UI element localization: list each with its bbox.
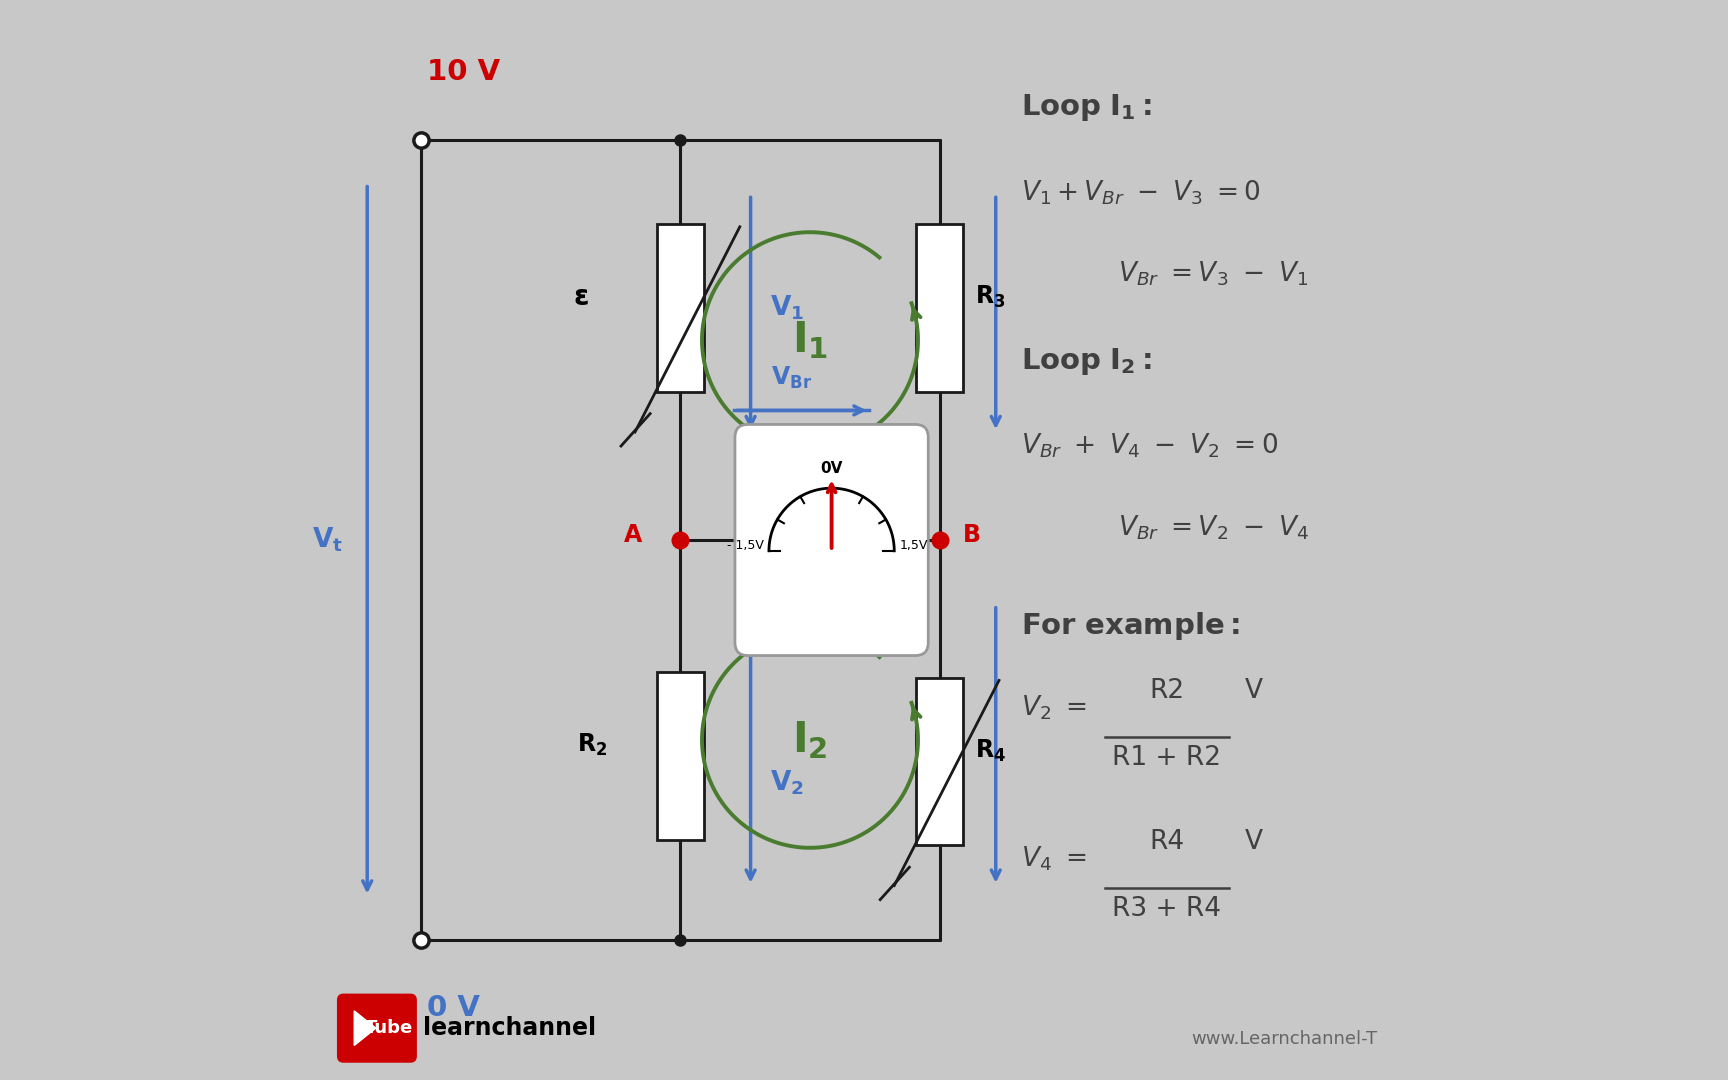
Text: B: B <box>964 523 982 546</box>
Text: R1 + R2: R1 + R2 <box>1113 745 1222 771</box>
Text: www.Learnchannel-T: www.Learnchannel-T <box>1191 1030 1377 1048</box>
Text: $\mathbf{R_2}$: $\mathbf{R_2}$ <box>577 732 607 758</box>
Text: $\mathbf{R_4}$: $\mathbf{R_4}$ <box>975 738 1006 764</box>
Text: $\mathbf{V_1}$: $\mathbf{V_1}$ <box>771 294 804 322</box>
Text: R4: R4 <box>1149 829 1184 855</box>
Text: 1,5V: 1,5V <box>900 539 928 552</box>
Bar <box>916 678 962 845</box>
Text: $\mathbf{Loop\ I_2:}$: $\mathbf{Loop\ I_2:}$ <box>1021 346 1151 377</box>
Bar <box>657 672 705 840</box>
Text: $\mathbf{V_{Br}}$: $\mathbf{V_{Br}}$ <box>771 365 812 391</box>
Text: $\mathbf{I_1}$: $\mathbf{I_1}$ <box>791 320 828 361</box>
Text: Tube: Tube <box>365 1020 413 1037</box>
Bar <box>657 224 705 391</box>
Bar <box>916 224 962 391</box>
Text: $V_1 + V_{Br}\ -\ V_3\ = 0$: $V_1 + V_{Br}\ -\ V_3\ = 0$ <box>1021 178 1260 206</box>
Text: V: V <box>1246 678 1263 704</box>
FancyBboxPatch shape <box>337 994 416 1063</box>
Text: $\mathbf{V_2}$: $\mathbf{V_2}$ <box>771 769 804 797</box>
Text: V: V <box>1246 829 1263 855</box>
Text: 0 V: 0 V <box>427 994 479 1022</box>
Text: $V_{Br}\ +\ V_4\ -\ V_2\ = 0$: $V_{Br}\ +\ V_4\ -\ V_2\ = 0$ <box>1021 432 1277 460</box>
Text: A: A <box>624 523 643 546</box>
Text: $\mathbf{V_t}$: $\mathbf{V_t}$ <box>313 526 344 554</box>
Text: $V_4\ =$: $V_4\ =$ <box>1021 845 1087 873</box>
Text: $\mathbf{R_3}$: $\mathbf{R_3}$ <box>975 284 1006 310</box>
Text: $\boldsymbol{\varepsilon}$: $\boldsymbol{\varepsilon}$ <box>574 283 589 311</box>
Text: 0V: 0V <box>821 461 843 476</box>
Polygon shape <box>354 1011 377 1045</box>
Text: 10 V: 10 V <box>427 58 499 86</box>
Text: learnchannel: learnchannel <box>423 1016 596 1040</box>
FancyBboxPatch shape <box>734 424 928 656</box>
Text: $V_{Br}\ = V_3\ -\ V_1$: $V_{Br}\ = V_3\ -\ V_1$ <box>1118 259 1308 287</box>
Text: $\mathbf{Loop\ I_1:}$: $\mathbf{Loop\ I_1:}$ <box>1021 92 1151 123</box>
Text: $\mathbf{I_2}$: $\mathbf{I_2}$ <box>791 719 828 760</box>
Text: - 1,5V: - 1,5V <box>727 539 764 552</box>
Text: R3 + R4: R3 + R4 <box>1113 896 1222 922</box>
Text: $V_2\ =$: $V_2\ =$ <box>1021 693 1087 721</box>
Text: $V_{Br}\ = V_2\ -\ V_4$: $V_{Br}\ = V_2\ -\ V_4$ <box>1118 513 1308 541</box>
Text: R2: R2 <box>1149 678 1184 704</box>
Text: $\mathbf{For\ example:}$: $\mathbf{For\ example:}$ <box>1021 610 1239 643</box>
